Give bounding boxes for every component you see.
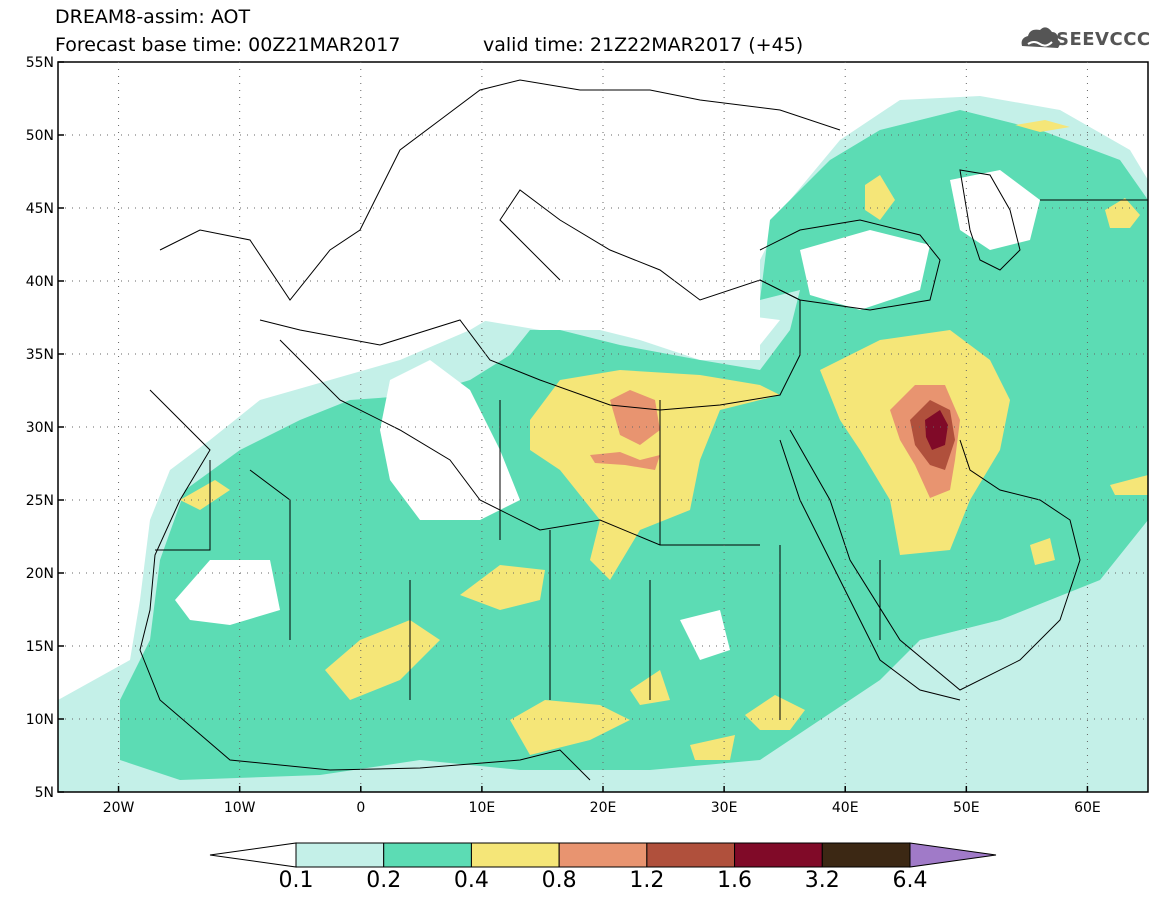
lon-label: 40E — [832, 800, 859, 816]
lon-label: 30E — [711, 800, 738, 816]
logo-text: SEEVCCC — [1056, 29, 1151, 50]
aot-gap-mediterranean — [440, 270, 780, 350]
lat-label: 20N — [26, 566, 54, 582]
colorbar-label: 0.4 — [453, 868, 489, 893]
lon-label: 10W — [224, 800, 256, 816]
aot-band-1.6 — [925, 410, 948, 450]
colorbar-label: 0.1 — [278, 868, 314, 893]
coastline-caspian — [959, 169, 1021, 271]
aot-band-0.4-mauritania — [180, 480, 230, 510]
coastline-mediterranean — [259, 189, 801, 411]
coastline-europe — [159, 79, 841, 301]
aot-fields — [58, 96, 1148, 792]
aot-gap-caspian — [950, 170, 1040, 250]
seevccc-logo — [1021, 27, 1060, 48]
colorbar-box — [383, 842, 472, 868]
colorbar-label: 1.2 — [629, 868, 665, 893]
lon-label: 60E — [1074, 800, 1101, 816]
colorbar-box — [558, 842, 648, 868]
lat-label: 25N — [26, 493, 54, 509]
valid-time: valid time: 21Z22MAR2017 (+45) — [483, 34, 804, 56]
lon-label: 10E — [469, 800, 496, 816]
coastline-arabia — [789, 429, 1081, 691]
colorbar-right-triangle — [909, 842, 997, 868]
aot-band-0.8-libya-south — [590, 452, 660, 470]
colorbar-label: 0.2 — [366, 868, 402, 893]
title-line-1: DREAM8-assim: AOT — [55, 6, 251, 28]
grid-lines — [58, 62, 1148, 792]
colorbar-label: 6.4 — [892, 868, 928, 893]
colorbar-box — [295, 842, 385, 868]
lat-label: 15N — [26, 639, 54, 655]
lat-label: 55N — [26, 55, 54, 71]
aot-band-0.4-iran — [1110, 475, 1148, 495]
aot-band-0.4-libya — [530, 370, 780, 580]
aot-band-0.4-ethiopia — [745, 695, 805, 730]
lat-label: 45N — [26, 201, 54, 217]
lon-label: 0 — [356, 800, 365, 816]
title-line-2: Forecast base time: 00Z21MAR2017 — [55, 34, 401, 56]
colorbar-box — [646, 842, 736, 868]
colorbar-box — [821, 842, 911, 868]
aot-band-0.4-nigeria — [510, 700, 630, 755]
lat-label: 5N — [35, 785, 54, 801]
colorbar-label: 0.8 — [541, 868, 577, 893]
lat-label: 35N — [26, 347, 54, 363]
lon-label: 50E — [953, 800, 980, 816]
aot-band-0.4-aral — [1105, 198, 1140, 228]
map-outlines — [139, 79, 1148, 781]
aot-band-0.4-kazakhstan — [1015, 120, 1070, 132]
aot-gap-sahara — [380, 360, 520, 520]
colorbar-left-triangle — [209, 842, 297, 868]
colorbar-label: 1.6 — [717, 868, 753, 893]
aot-band-0.4-oman — [1030, 538, 1055, 565]
coastline-africa-west — [139, 389, 591, 781]
lat-label: 50N — [26, 128, 54, 144]
colorbar-box — [470, 842, 560, 868]
colorbar-box — [734, 842, 823, 868]
aot-band-0.4-niger — [325, 620, 440, 700]
lat-label: 10N — [26, 712, 54, 728]
colorbar — [209, 842, 997, 868]
lon-label: 20W — [103, 800, 135, 816]
aot-gap-west — [175, 560, 280, 625]
aot-gap-black-sea — [800, 230, 930, 310]
colorbar-label: 3.2 — [804, 868, 840, 893]
lat-label: 40N — [26, 274, 54, 290]
coastline-black-sea — [759, 219, 941, 311]
aot-band-0.8-libya — [610, 390, 660, 445]
longitude-axis: 20W 10W 0 10E 20E 30E 40E 50E 60E — [103, 786, 1101, 816]
latitude-axis: 55N 50N 45N 40N 35N 30N 25N 20N 15N 10N 5N — [26, 55, 64, 801]
aot-band-0.4-mali — [460, 565, 545, 610]
lat-label: 30N — [26, 420, 54, 436]
lon-label: 20E — [590, 800, 617, 816]
aot-band-0.4-ukraine — [865, 175, 895, 220]
aot-gap-sudan — [680, 610, 730, 660]
